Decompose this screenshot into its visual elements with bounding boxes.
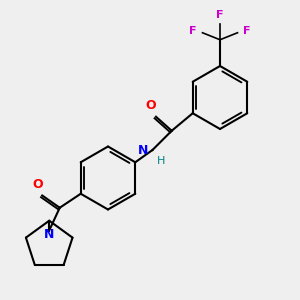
- Text: F: F: [244, 26, 251, 36]
- Text: N: N: [44, 229, 54, 242]
- Text: F: F: [216, 10, 224, 20]
- Text: N: N: [138, 143, 148, 157]
- Text: O: O: [146, 99, 156, 112]
- Text: F: F: [189, 26, 196, 36]
- Text: O: O: [32, 178, 43, 190]
- Text: H: H: [157, 156, 165, 166]
